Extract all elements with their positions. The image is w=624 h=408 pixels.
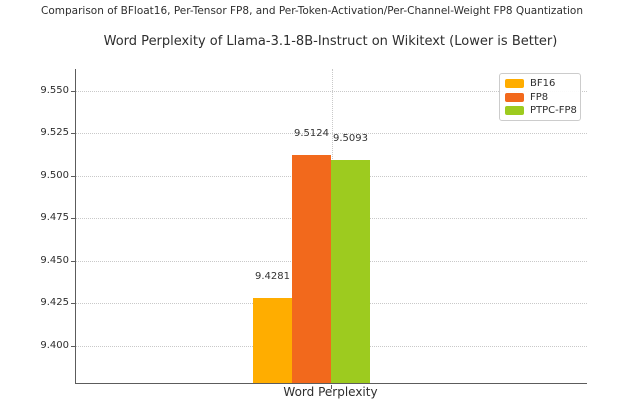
figure-suptitle: Comparison of BFloat16, Per-Tensor FP8, … bbox=[41, 5, 583, 17]
y-tick-mark bbox=[71, 345, 75, 347]
legend-item-fp8: FP8 bbox=[500, 92, 580, 103]
y-tick-label: 9.525 bbox=[40, 127, 69, 139]
y-tick-mark bbox=[71, 91, 75, 93]
legend-swatch-bf16 bbox=[505, 78, 524, 88]
y-tick-label: 9.450 bbox=[40, 254, 69, 266]
legend-label-fp8: FP8 bbox=[530, 91, 549, 103]
bar-value-label-fp8: 9.5124 bbox=[294, 127, 329, 139]
y-tick-mark bbox=[71, 260, 75, 262]
y-tick-label: 9.550 bbox=[40, 85, 69, 97]
y-tick-mark bbox=[71, 175, 75, 177]
bar-value-label-bf16: 9.4281 bbox=[255, 270, 290, 282]
bar-value-label-ptpc-fp8: 9.5093 bbox=[333, 133, 368, 145]
y-tick-label: 9.500 bbox=[40, 169, 69, 181]
x-tick-mark bbox=[330, 384, 332, 389]
y-tick-label: 9.425 bbox=[40, 297, 69, 309]
x-axis-label: Word Perplexity bbox=[283, 385, 378, 399]
y-tick-mark bbox=[71, 133, 75, 135]
bar-ptpc-fp8 bbox=[331, 160, 370, 383]
chart-title: Word Perplexity of Llama-3.1-8B-Instruct… bbox=[103, 34, 558, 49]
legend-item-bf16: BF16 bbox=[500, 78, 580, 89]
y-tick-mark bbox=[71, 303, 75, 305]
y-tick-label: 9.400 bbox=[40, 339, 69, 351]
y-tick-mark bbox=[71, 218, 75, 220]
bar-bf16 bbox=[253, 297, 292, 383]
plot-area: 9.4281 9.5124 9.5093 bbox=[75, 69, 587, 384]
legend-item-ptpc-fp8: PTPC-FP8 bbox=[500, 105, 580, 116]
legend-swatch-fp8 bbox=[505, 92, 524, 102]
bar-fp8 bbox=[292, 154, 331, 383]
legend-label-bf16: BF16 bbox=[530, 77, 556, 89]
legend-label-ptpc-fp8: PTPC-FP8 bbox=[530, 105, 577, 117]
y-tick-label: 9.475 bbox=[40, 212, 69, 224]
legend: BF16 FP8 PTPC-FP8 bbox=[499, 73, 581, 121]
legend-swatch-ptpc-fp8 bbox=[505, 106, 524, 116]
